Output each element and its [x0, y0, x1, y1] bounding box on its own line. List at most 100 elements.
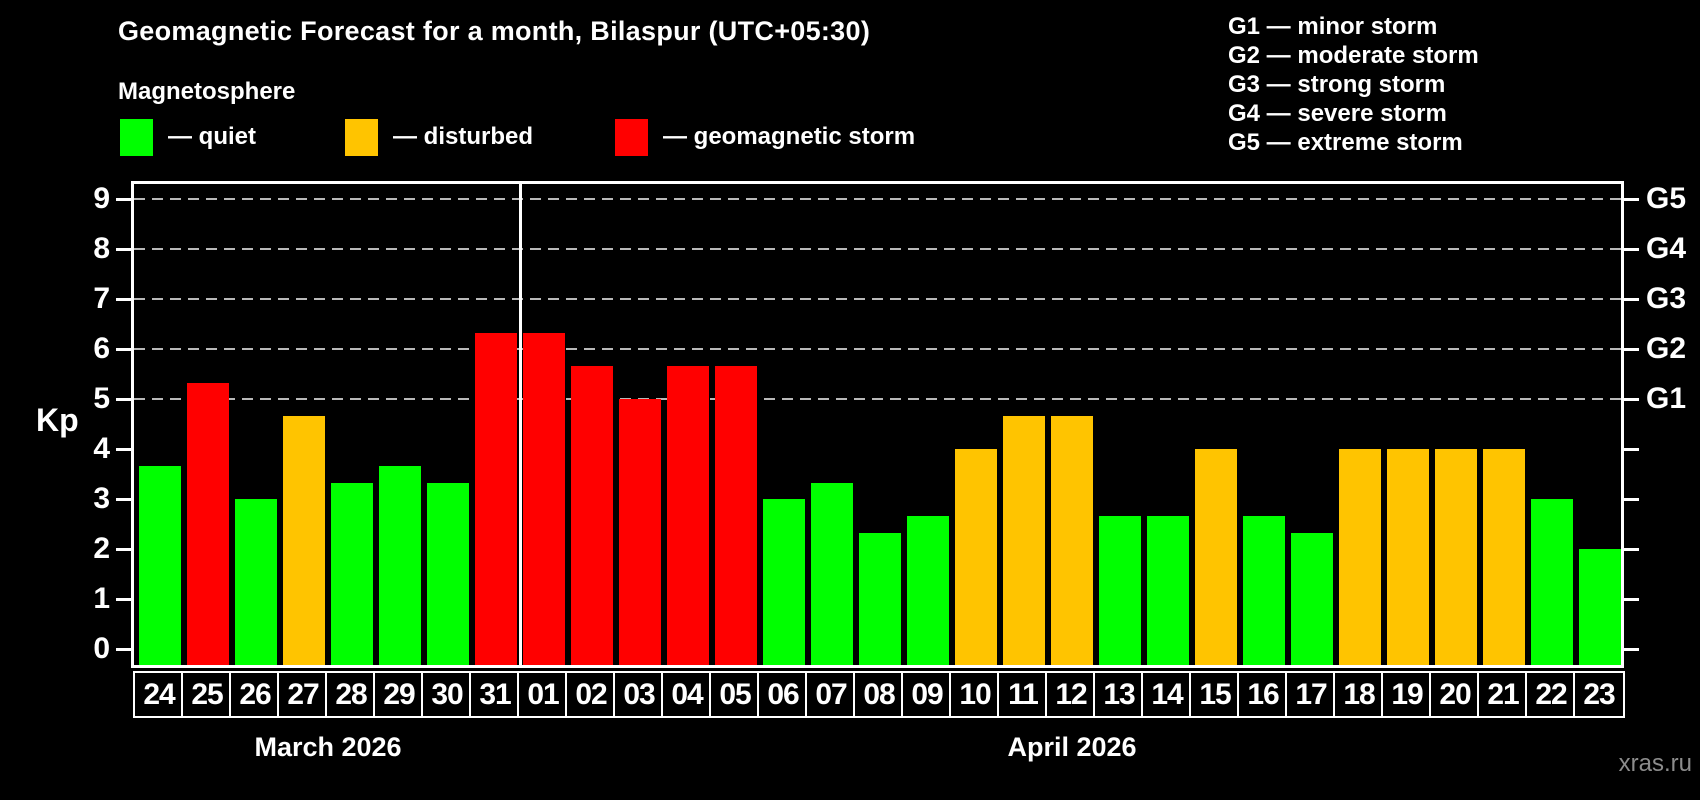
right-tick-3: [1624, 498, 1639, 501]
left-tick-4: [116, 448, 131, 451]
kp-bar-march-27: [283, 415, 325, 665]
gridline-kp-8: [134, 248, 1621, 250]
kp-bar-march-29: [379, 465, 421, 665]
kp-bar-march-28: [331, 482, 373, 665]
kp-bar-april-03: [619, 399, 661, 665]
kp-bar-april-15: [1195, 449, 1237, 665]
g-legend-line-g5: G5 — extreme storm: [1228, 129, 1463, 156]
right-axis-label-g4: G4: [1646, 232, 1687, 265]
kp-bar-april-17: [1291, 532, 1333, 665]
y-tick-label-8: 8: [93, 232, 110, 265]
kp-bar-april-18: [1339, 449, 1381, 665]
plot-area: [131, 181, 1624, 668]
day-label-30: 30: [421, 671, 473, 718]
left-tick-1: [116, 598, 131, 601]
day-label-06: 06: [757, 671, 809, 718]
day-label-24: 24: [133, 671, 185, 718]
day-label-03: 03: [613, 671, 665, 718]
day-label-14: 14: [1141, 671, 1193, 718]
kp-bar-april-22: [1531, 499, 1573, 665]
kp-bar-april-19: [1387, 449, 1429, 665]
day-label-20: 20: [1429, 671, 1481, 718]
kp-bar-april-10: [955, 449, 997, 665]
storm-color-swatch: [615, 118, 648, 156]
day-label-23: 23: [1573, 671, 1625, 718]
kp-bar-april-21: [1483, 449, 1525, 665]
day-label-13: 13: [1093, 671, 1145, 718]
left-tick-3: [116, 498, 131, 501]
kp-bar-march-25: [187, 382, 229, 665]
y-tick-label-3: 3: [93, 482, 110, 515]
left-tick-6: [116, 348, 131, 351]
legend-label-storm: — geomagnetic storm: [663, 123, 916, 150]
left-tick-5: [116, 398, 131, 401]
day-label-28: 28: [325, 671, 377, 718]
day-label-12: 12: [1045, 671, 1097, 718]
kp-bar-april-23: [1579, 549, 1621, 665]
day-label-18: 18: [1333, 671, 1385, 718]
kp-bar-april-13: [1099, 515, 1141, 665]
quiet-color-swatch: [120, 118, 153, 156]
day-label-08: 08: [853, 671, 905, 718]
watermark: xras.ru: [1618, 750, 1692, 777]
right-axis-label-g1: G1: [1646, 382, 1687, 415]
day-label-09: 09: [901, 671, 953, 718]
kp-bar-march-26: [235, 499, 277, 665]
disturbed-color-swatch: [345, 118, 378, 156]
left-tick-8: [116, 248, 131, 251]
day-label-29: 29: [373, 671, 425, 718]
page-title: Geomagnetic Forecast for a month, Bilasp…: [118, 16, 871, 46]
day-label-10: 10: [949, 671, 1001, 718]
kp-bar-april-11: [1003, 415, 1045, 665]
gridline-kp-6: [134, 348, 1621, 350]
kp-bar-march-31: [475, 332, 517, 665]
month-label-march: March 2026: [254, 732, 402, 762]
right-tick-9: [1624, 198, 1639, 201]
gridline-kp-9: [134, 198, 1621, 200]
right-tick-4: [1624, 448, 1639, 451]
right-tick-8: [1624, 248, 1639, 251]
right-axis-label-g2: G2: [1646, 332, 1687, 365]
day-label-25: 25: [181, 671, 233, 718]
right-tick-5: [1624, 398, 1639, 401]
y-tick-label-6: 6: [93, 332, 110, 365]
y-tick-label-9: 9: [93, 182, 110, 215]
chart-subtitle: Magnetosphere: [118, 78, 296, 105]
day-label-21: 21: [1477, 671, 1529, 718]
y-axis-title: Kp: [36, 402, 79, 438]
g-scale-legend: G1 — minor storm G2 — moderate storm G3 …: [1228, 12, 1479, 157]
day-label-26: 26: [229, 671, 281, 718]
y-tick-label-1: 1: [93, 582, 110, 615]
left-tick-7: [116, 298, 131, 301]
legend-item-storm: — geomagnetic storm: [615, 118, 915, 156]
y-tick-label-4: 4: [93, 432, 110, 465]
y-tick-label-7: 7: [93, 282, 110, 315]
day-label-07: 07: [805, 671, 857, 718]
right-tick-7: [1624, 298, 1639, 301]
kp-bar-march-24: [139, 465, 181, 665]
right-tick-0: [1624, 648, 1639, 651]
right-tick-2: [1624, 548, 1639, 551]
y-tick-label-0: 0: [93, 632, 110, 665]
kp-bar-april-12: [1051, 415, 1093, 665]
g-legend-line-g3: G3 — strong storm: [1228, 71, 1446, 98]
kp-bar-march-30: [427, 482, 469, 665]
month-label-april: April 2026: [1007, 732, 1137, 762]
month-boundary-line: [519, 184, 522, 665]
kp-bar-april-04: [667, 365, 709, 665]
left-tick-9: [116, 198, 131, 201]
legend-label-disturbed: — disturbed: [393, 123, 534, 150]
g-legend-line-g4: G4 — severe storm: [1228, 100, 1447, 127]
day-label-04: 04: [661, 671, 713, 718]
left-tick-2: [116, 548, 131, 551]
kp-bar-april-09: [907, 515, 949, 665]
right-axis-label-g3: G3: [1646, 282, 1687, 315]
day-label-15: 15: [1189, 671, 1241, 718]
gridline-kp-7: [134, 298, 1621, 300]
day-label-31: 31: [469, 671, 521, 718]
kp-bar-april-16: [1243, 515, 1285, 665]
y-tick-label-2: 2: [93, 532, 110, 565]
day-label-11: 11: [997, 671, 1049, 718]
day-label-17: 17: [1285, 671, 1337, 718]
g-legend-line-g2: G2 — moderate storm: [1228, 42, 1479, 69]
